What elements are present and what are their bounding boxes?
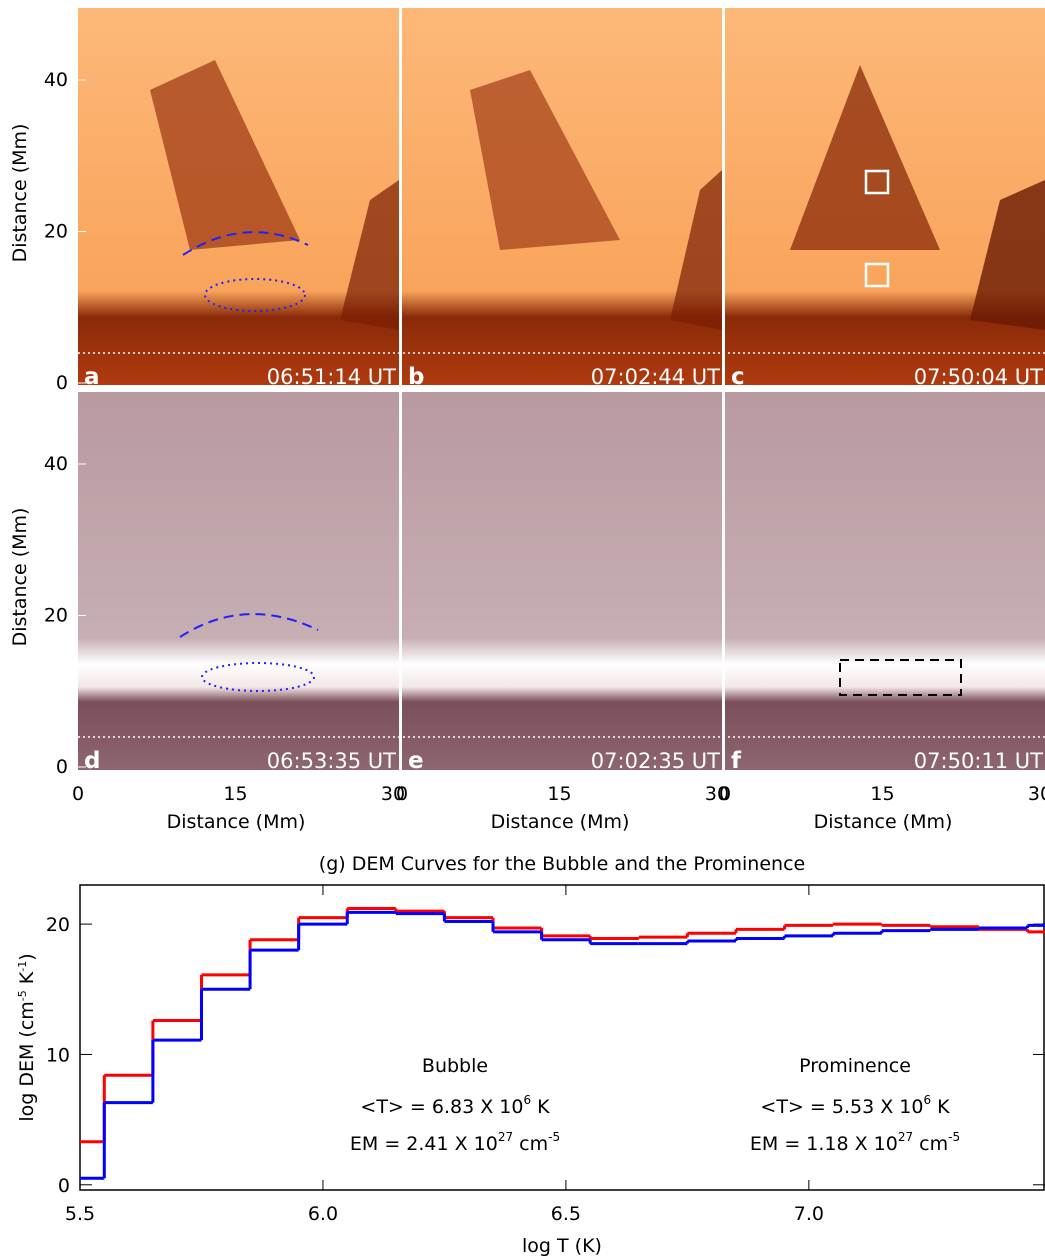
- y-axis-label: log DEM (cm-5 K-1): [16, 953, 38, 1121]
- bubble-edge: [179, 613, 319, 638]
- text: cm: [513, 1133, 548, 1155]
- x-tick-label: 6.5: [551, 1203, 581, 1225]
- y-axis-label-part: K: [16, 971, 38, 990]
- panel-letter: c: [731, 364, 745, 390]
- x-tick-label: 15: [870, 783, 894, 805]
- text: EM = 1.18 X 10: [750, 1133, 898, 1155]
- contour: [204, 278, 306, 312]
- prominence: [470, 70, 620, 250]
- x-axis-label: Distance (Mm): [491, 811, 630, 833]
- y-tick-label: 0: [56, 372, 68, 394]
- annotation-title: Bubble: [422, 1055, 488, 1077]
- text: <T> = 6.83 X 10: [360, 1096, 523, 1118]
- x-tick-label: 30: [381, 783, 405, 805]
- y-axis-label: Distance (Mm): [9, 124, 31, 263]
- x-tick-label: 5.5: [65, 1203, 95, 1225]
- text: K: [531, 1096, 550, 1118]
- panel-letter: a: [84, 364, 100, 390]
- x-axis-label: log T (K): [522, 1235, 602, 1257]
- y-axis-label-part: ): [16, 953, 38, 960]
- y-tick-label: 0: [58, 1175, 70, 1197]
- plot-frame: [79, 884, 1045, 1191]
- prominence: [790, 65, 940, 250]
- prominence: [150, 60, 300, 250]
- x-tick-label: 0: [72, 783, 84, 805]
- panel-time: 07:02:44 UT: [591, 365, 720, 389]
- x-tick-label: 6.0: [308, 1203, 338, 1225]
- x-tick-label: 15: [223, 783, 247, 805]
- exp: 27: [498, 1130, 513, 1144]
- text: <T> = 5.53 X 10: [760, 1096, 923, 1118]
- y-axis-label-part: log DEM (cm: [16, 1001, 38, 1121]
- box: [864, 169, 890, 195]
- bubble-edge: [182, 231, 309, 256]
- y-axis-label-part: -1: [16, 961, 29, 972]
- y-tick-label: 20: [44, 221, 68, 243]
- text: cm: [913, 1133, 948, 1155]
- text: EM = 2.41 X 10: [350, 1133, 498, 1155]
- exp: -5: [548, 1130, 560, 1144]
- panel-time: 07:50:11 UT: [914, 749, 1043, 773]
- text: K: [931, 1096, 950, 1118]
- region-box: [839, 659, 962, 696]
- annotation-em: EM = 1.18 X 1027 cm-5: [750, 1130, 960, 1155]
- exp: 6: [523, 1093, 531, 1107]
- annotation-title: Prominence: [799, 1055, 911, 1077]
- feature: [340, 180, 399, 330]
- y-axis-label: Distance (Mm): [9, 508, 31, 647]
- image-axes: a 06:51:14 UT b 07:02:44 UT c 07:50:04 UT d 06:…: [9, 69, 1045, 833]
- panel-time: 06:51:14 UT: [267, 365, 396, 389]
- contour: [201, 662, 315, 692]
- image-d: [78, 392, 399, 770]
- y-axis-label-part: -5: [16, 990, 29, 1001]
- exp: 6: [923, 1093, 931, 1107]
- image-panels: [78, 8, 1045, 770]
- y-tick-label: 20: [46, 914, 70, 936]
- dem-chart: (g) DEM Curves for the Bubble and the Pr…: [16, 853, 1045, 1257]
- image-e: [402, 392, 722, 770]
- annotation-em: EM = 2.41 X 1027 cm-5: [350, 1130, 560, 1155]
- exp: -5: [948, 1130, 960, 1144]
- x-tick-label: 0: [396, 783, 408, 805]
- x-axis-label: Distance (Mm): [167, 811, 306, 833]
- x-tick-label: 7.0: [794, 1203, 824, 1225]
- panel-letter: b: [408, 364, 424, 390]
- x-tick-label: 30: [705, 783, 729, 805]
- panel-time: 07:02:35 UT: [591, 749, 720, 773]
- x-axis-label: Distance (Mm): [814, 811, 953, 833]
- panel-letter: d: [84, 748, 100, 774]
- chart-title: (g) DEM Curves for the Bubble and the Pr…: [319, 853, 805, 875]
- box: [864, 262, 890, 288]
- panel-time: 07:50:04 UT: [914, 365, 1043, 389]
- y-tick-label: 20: [44, 605, 68, 627]
- y-tick-label: 0: [56, 756, 68, 778]
- image-f: [725, 392, 1045, 770]
- limb-lines: [78, 352, 1045, 738]
- feature: [970, 180, 1045, 330]
- x-tick-label: 0: [719, 783, 731, 805]
- annotation-temp: <T> = 6.83 X 106 K: [360, 1093, 550, 1118]
- annotation-temp: <T> = 5.53 X 106 K: [760, 1093, 950, 1118]
- x-tick-label: 30: [1028, 783, 1045, 805]
- y-tick-label: 40: [44, 453, 68, 475]
- y-tick-label: 40: [44, 69, 68, 91]
- y-tick-label: 10: [46, 1044, 70, 1066]
- exp: 27: [898, 1130, 913, 1144]
- feature: [670, 170, 722, 330]
- x-tick-label: 15: [547, 783, 571, 805]
- panel-letter: f: [731, 748, 742, 774]
- panel-time: 06:53:35 UT: [267, 749, 396, 773]
- panel-letter: e: [408, 748, 424, 774]
